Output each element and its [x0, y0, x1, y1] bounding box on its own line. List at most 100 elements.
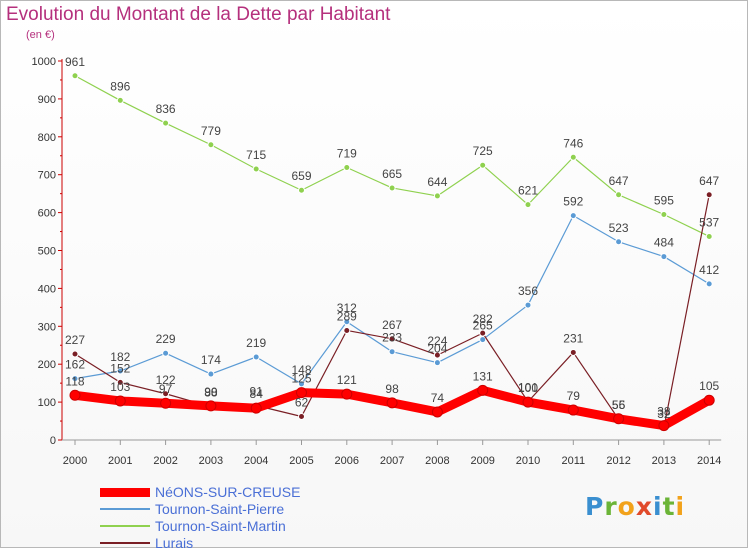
x-tick-label: 2002	[153, 455, 177, 467]
data-label: 122	[156, 373, 176, 387]
x-tick-label: 2011	[561, 455, 585, 467]
data-label: 233	[382, 331, 402, 345]
data-label: 204	[427, 342, 447, 356]
x-tick-label: 2007	[380, 455, 404, 467]
data-point	[341, 388, 353, 400]
data-point	[522, 396, 534, 408]
data-point	[388, 348, 396, 356]
data-point	[705, 191, 713, 199]
data-point	[431, 406, 443, 418]
data-point	[524, 201, 532, 209]
data-point	[207, 370, 215, 378]
y-tick-label: 900	[38, 94, 56, 106]
data-label: 162	[65, 358, 85, 372]
data-point	[69, 389, 81, 401]
data-point	[71, 72, 79, 80]
data-label: 32	[657, 407, 671, 421]
x-tick-label: 2013	[652, 455, 676, 467]
data-point	[343, 318, 351, 326]
data-label: 267	[382, 318, 402, 332]
data-label: 55	[612, 398, 626, 412]
data-label: 125	[291, 372, 311, 386]
data-point	[388, 335, 396, 343]
y-tick-label: 500	[38, 246, 56, 258]
data-label: 98	[385, 382, 399, 396]
legend-label: Tournon-Saint-Pierre	[155, 501, 285, 517]
y-tick-label: 700	[38, 170, 56, 182]
chart-title: Evolution du Montant de la Dette par Hab…	[6, 4, 391, 25]
x-tick-label: 2005	[289, 455, 313, 467]
data-point	[386, 397, 398, 409]
data-point	[116, 96, 124, 104]
data-point	[479, 161, 487, 169]
legend-label: Tournon-Saint-Martin	[155, 518, 286, 534]
data-point	[343, 163, 351, 171]
data-point	[71, 350, 79, 358]
data-label: 118	[65, 374, 84, 388]
series-layer	[69, 72, 715, 432]
data-point	[298, 380, 305, 388]
data-labels-layer: 961 896 836 779 715 659 719 665 644 725 621 746 647 5…	[65, 55, 720, 421]
data-label: 38	[657, 405, 671, 419]
data-point	[569, 348, 577, 356]
data-point	[71, 375, 79, 383]
data-label: 91	[250, 385, 264, 399]
series-line	[74, 215, 710, 385]
data-label: 174	[201, 353, 221, 367]
legend-label: NéONS-SUR-CREUSE	[155, 484, 301, 500]
data-label: 647	[699, 174, 719, 188]
y-tick-label: 400	[38, 283, 56, 295]
data-label: 621	[518, 184, 538, 198]
data-point	[703, 394, 715, 406]
data-label: 779	[201, 124, 221, 138]
data-point	[388, 184, 396, 192]
data-point	[252, 353, 260, 361]
x-tick-label: 2008	[425, 455, 449, 467]
data-label: 97	[159, 382, 173, 396]
legend-swatch	[100, 487, 150, 497]
data-point	[205, 400, 217, 412]
data-label: 644	[427, 175, 447, 189]
data-label: 719	[337, 146, 357, 160]
y-tick-label: 1000	[32, 56, 56, 68]
data-label: 103	[110, 380, 130, 394]
x-tick-label: 2012	[606, 455, 630, 467]
data-label: 836	[156, 102, 176, 116]
data-point	[524, 301, 532, 309]
legend-swatch	[100, 508, 150, 510]
data-label: 182	[110, 350, 130, 364]
data-label: 659	[291, 169, 311, 183]
data-point	[613, 413, 625, 425]
data-label: 101	[518, 381, 538, 395]
legend-swatch	[100, 525, 150, 527]
data-point	[343, 326, 351, 334]
data-label: 537	[699, 215, 719, 229]
axes: 0 100 200 300 400 500 600 700 800 900 1000 2000 2001…	[32, 56, 722, 467]
data-label: 88	[204, 386, 218, 400]
data-point	[569, 212, 577, 220]
data-label: 523	[609, 221, 629, 235]
data-label: 289	[337, 309, 357, 323]
data-point	[116, 367, 124, 375]
data-label: 90	[204, 385, 218, 399]
legend-label: Lurais	[155, 535, 194, 551]
data-point	[433, 359, 441, 367]
data-label: 647	[609, 174, 629, 188]
data-label: 229	[156, 332, 176, 346]
data-point	[658, 420, 670, 432]
y-tick-label: 100	[38, 397, 56, 409]
data-label: 79	[567, 389, 581, 403]
data-label: 74	[431, 391, 445, 405]
data-label: 356	[518, 284, 538, 298]
series-line	[74, 75, 710, 238]
data-point	[162, 119, 170, 127]
x-tick-label: 2004	[244, 455, 268, 467]
legend-swatch	[100, 542, 150, 544]
data-label: 282	[473, 312, 493, 326]
data-label: 84	[250, 387, 264, 401]
data-label: 100	[518, 381, 538, 395]
data-point	[615, 191, 623, 199]
data-point	[567, 404, 579, 416]
data-label: 665	[382, 167, 402, 181]
x-tick-label: 2003	[199, 455, 223, 467]
